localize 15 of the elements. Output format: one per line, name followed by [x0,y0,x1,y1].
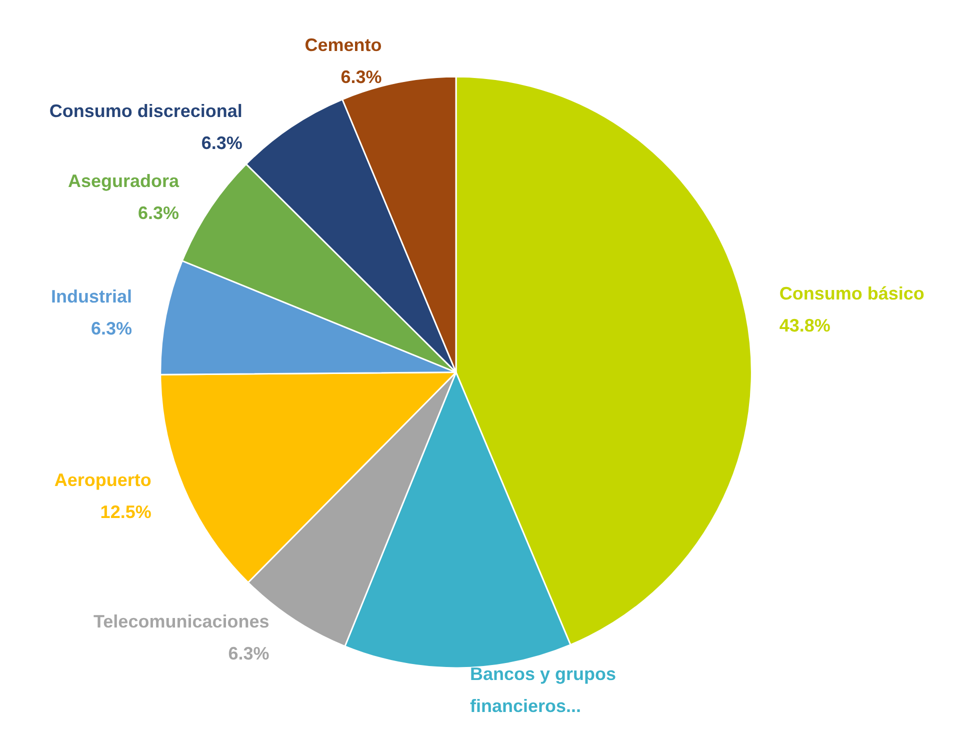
data-label: 6.3% [340,66,382,87]
slice-label: Industrial [51,286,132,306]
data-label: 43.8% [779,316,830,336]
slice-label: Aseguradora [68,171,180,192]
slice-label: Consumo discrecional [49,100,242,121]
slice-label: Consumo básico [779,284,924,304]
slice-label: Telecomunicaciones [94,612,270,632]
data-label: 12.5% [100,502,152,522]
data-label: 6.3% [228,644,270,664]
slice-label: Bancos y grupos financieros... [470,664,622,716]
data-label: 6.3% [201,132,242,153]
slice-label: Cemento [304,34,382,55]
data-label: 6.3% [138,203,180,224]
slice-label: Aeropuerto [54,470,152,490]
data-label: 6.3% [91,318,132,338]
